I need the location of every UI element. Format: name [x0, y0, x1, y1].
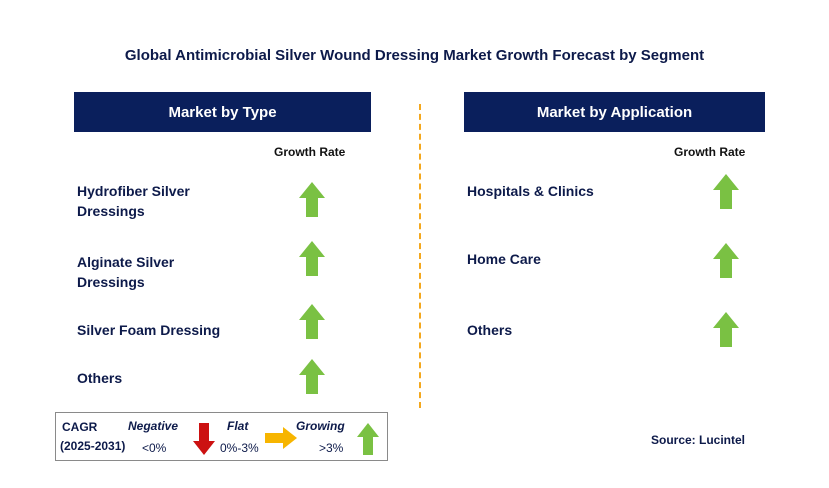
left-growth-rate-label: Growth Rate: [274, 145, 346, 159]
source-label: Source: Lucintel: [651, 433, 746, 447]
left-panel-header: Market by Type: [74, 92, 371, 132]
cagr-legend: CAGR (2025-2031) Negative <0% Flat 0%-3%…: [55, 412, 388, 461]
up-arrow-icon: [713, 174, 739, 209]
up-arrow-icon: [713, 312, 739, 347]
legend-negative-range: <0%: [142, 441, 167, 455]
segment-label-alginate: Alginate Silver Dressings: [77, 254, 175, 290]
up-arrow-icon: [299, 182, 325, 217]
left-panel-header-text: Market by Type: [168, 103, 277, 121]
segment-label-hydrofiber: Hydrofiber Silver Dressings: [77, 183, 190, 219]
legend-growing-range: >3%: [319, 441, 344, 455]
up-arrow-icon: [357, 423, 379, 455]
up-arrow-icon: [299, 241, 325, 276]
legend-flat-range: 0%-3%: [220, 441, 259, 455]
panel-divider: [419, 104, 421, 408]
segment-label-silver-foam: Silver Foam Dressing: [77, 322, 221, 338]
legend-negative-label: Negative: [128, 419, 179, 433]
right-panel-header: Market by Application: [464, 92, 765, 132]
right-arrow-icon: [265, 427, 297, 449]
up-arrow-icon: [299, 304, 325, 339]
down-arrow-icon: [193, 423, 215, 455]
legend-growing-label: Growing: [296, 419, 345, 433]
legend-cagr-label: CAGR: [62, 420, 98, 434]
up-arrow-icon: [299, 359, 325, 394]
right-panel-header-text: Market by Application: [536, 103, 693, 121]
right-growth-rate-label: Growth Rate: [674, 145, 746, 159]
segment-label-others-type: Others: [77, 370, 123, 386]
segment-label-home-care: Home Care: [467, 251, 541, 267]
segment-label-hospitals: Hospitals & Clinics: [467, 183, 594, 199]
segment-label-others-application: Others: [467, 322, 513, 338]
legend-flat-label: Flat: [227, 419, 249, 433]
chart-title: Global Antimicrobial Silver Wound Dressi…: [124, 47, 705, 64]
legend-period: (2025-2031): [60, 439, 126, 453]
up-arrow-icon: [713, 243, 739, 278]
